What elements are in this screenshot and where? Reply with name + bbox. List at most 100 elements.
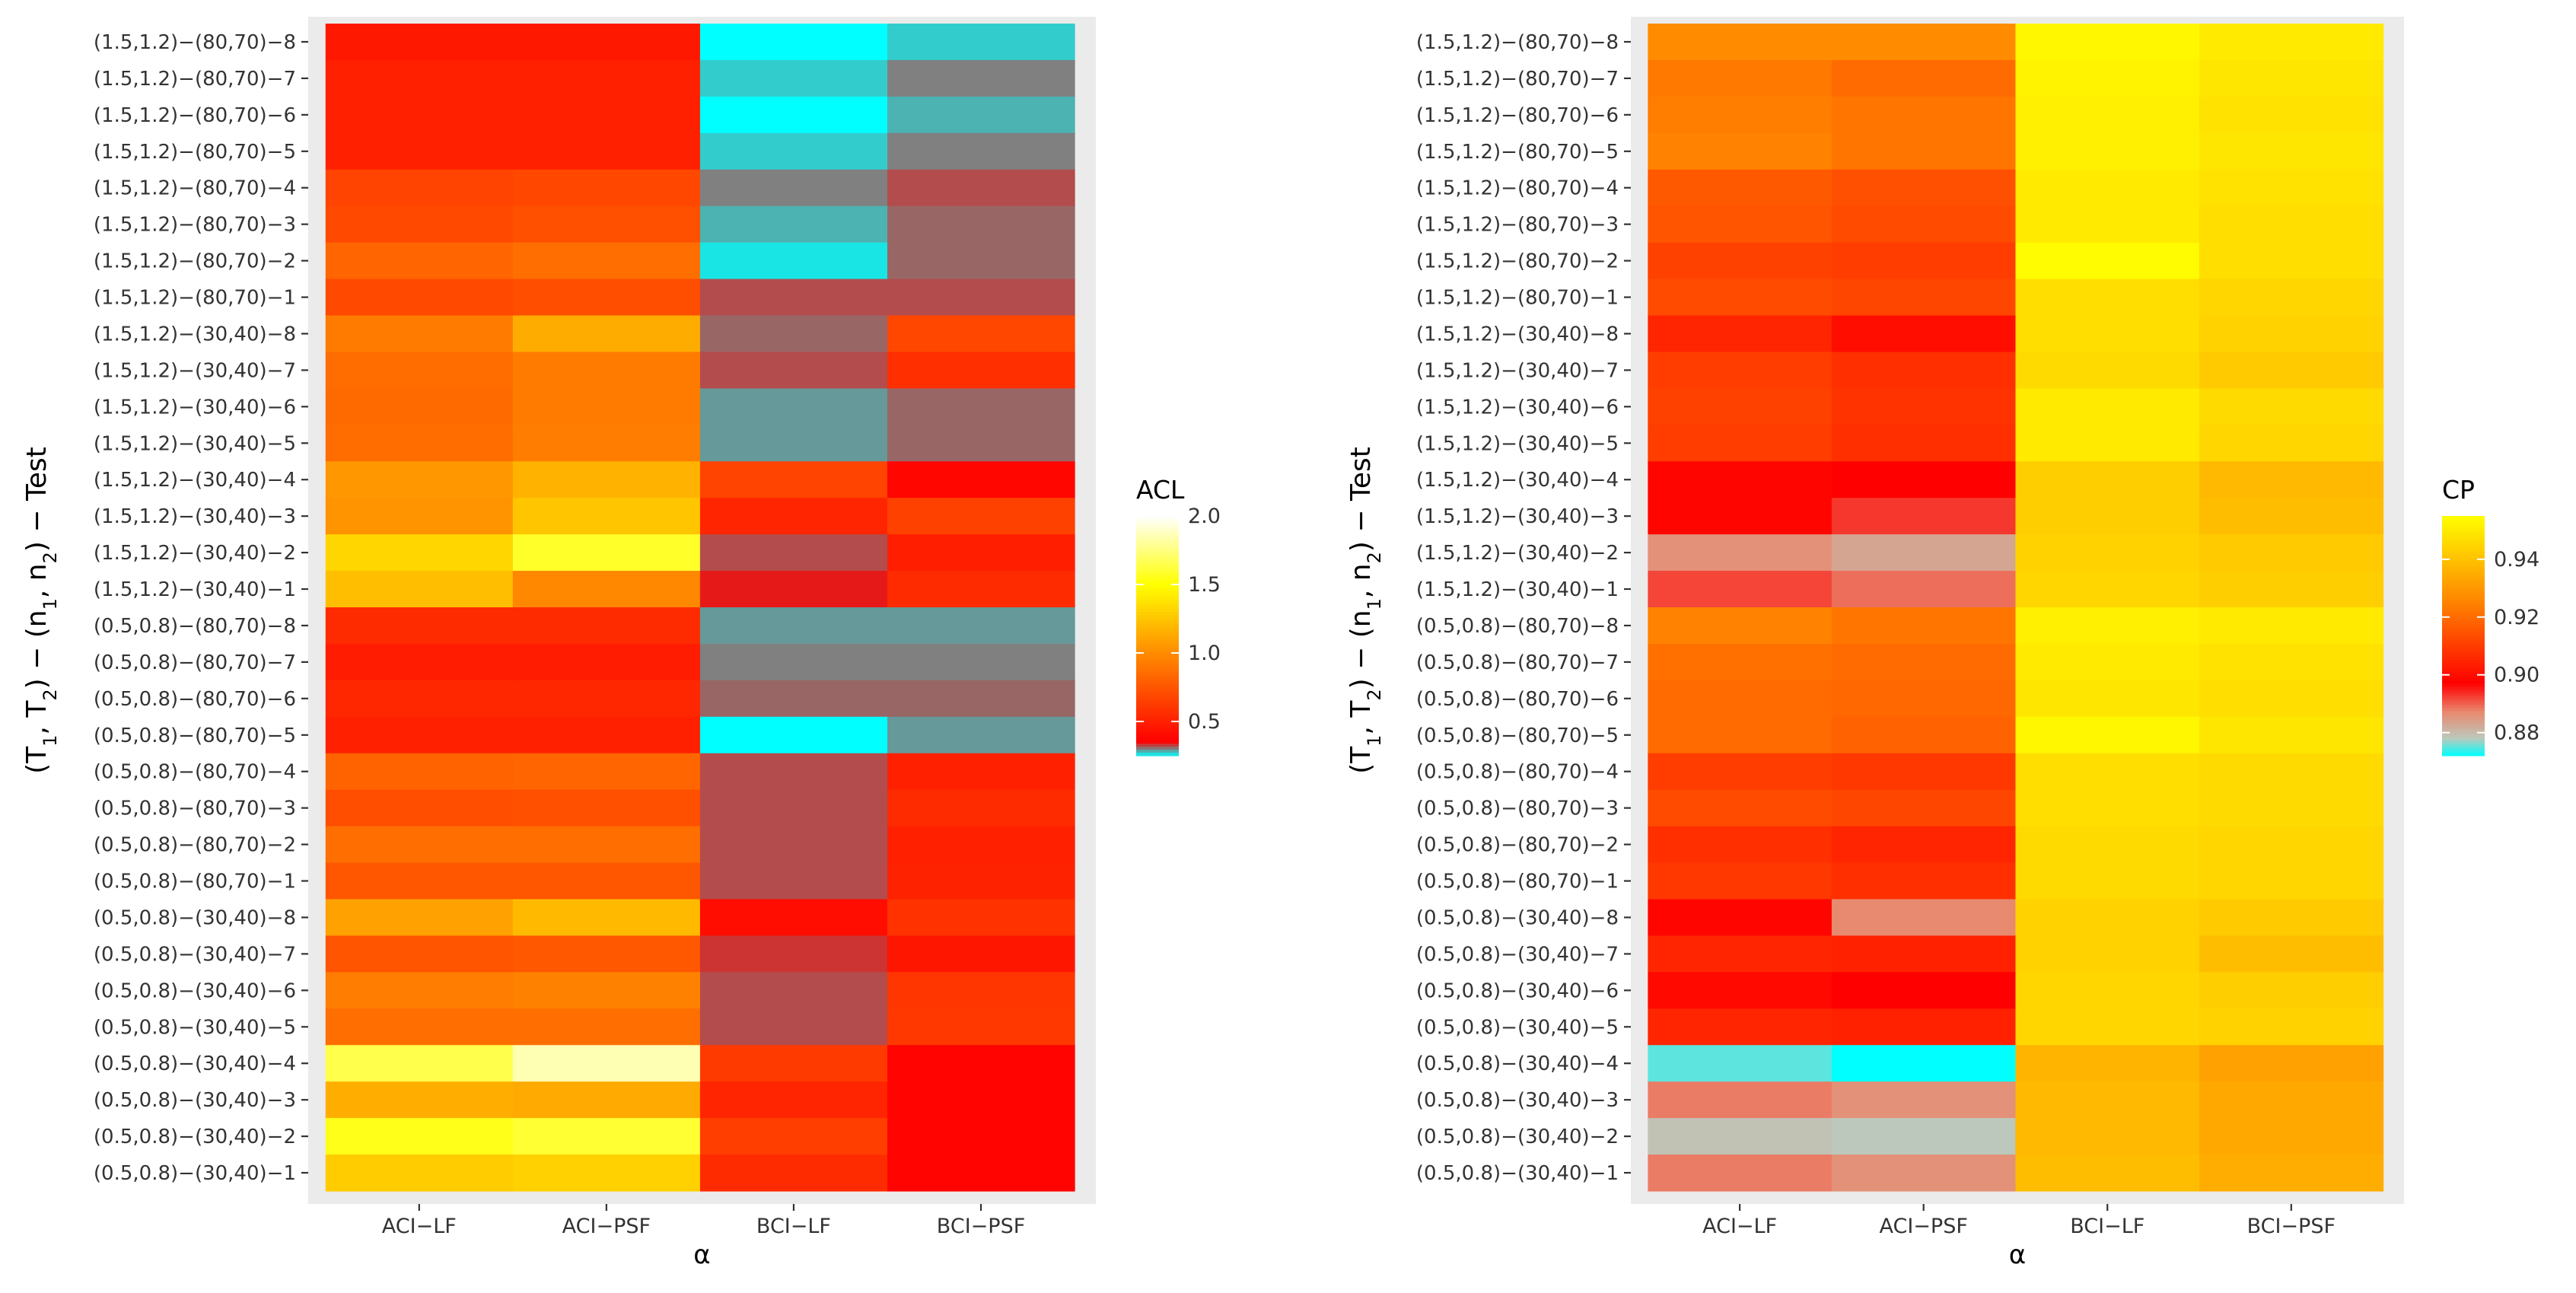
heatmap-tile xyxy=(887,899,1075,937)
legend-gradient-step xyxy=(1136,578,1179,583)
heatmap-tile xyxy=(887,461,1075,498)
heatmap-tile xyxy=(1648,972,1832,1009)
legend-gradient-step xyxy=(1136,686,1179,690)
legend-gradient-step xyxy=(1136,600,1179,604)
y-axis-title-part: 2 xyxy=(40,552,61,563)
heatmap-tile xyxy=(325,643,514,681)
heatmap-tile xyxy=(1831,24,2017,61)
heatmap-tile xyxy=(325,935,514,973)
y-tick-label: (1.5,1.2)−(80,70)−3 xyxy=(94,214,296,237)
y-tick-label: (0.5,0.8)−(80,70)−4 xyxy=(1416,761,1619,784)
legend-gradient-step xyxy=(2442,620,2485,625)
heatmap-tile xyxy=(1831,935,2017,973)
legend-gradient-step xyxy=(2442,693,2485,696)
heatmap-tile xyxy=(2015,716,2200,754)
y-tick-label: (0.5,0.8)−(30,40)−1 xyxy=(94,1162,296,1185)
legend-gradient-step xyxy=(1136,699,1179,702)
legend-gradient-step xyxy=(2442,591,2485,594)
heatmap-tile xyxy=(512,205,701,244)
y-axis-title-part: 2 xyxy=(40,689,61,700)
legend-gradient-step xyxy=(2442,662,2485,667)
heatmap-tile xyxy=(1831,242,2017,280)
y-tick-label: (0.5,0.8)−(30,40)−8 xyxy=(94,906,296,929)
heatmap-tile xyxy=(1831,680,2017,718)
heatmap-tile xyxy=(325,242,514,280)
heatmap-tile xyxy=(1648,862,1832,900)
heatmap-tile xyxy=(1831,96,2017,134)
heatmap-tile xyxy=(325,534,514,572)
legend-gradient-step xyxy=(1136,527,1179,532)
heatmap-tile xyxy=(887,789,1075,827)
heatmap-tile xyxy=(512,534,701,572)
legend-gradient-step xyxy=(2442,753,2485,756)
heatmap-tile xyxy=(2199,753,2384,791)
heatmap-tile xyxy=(2015,242,2200,280)
heatmap-tile xyxy=(2015,1008,2200,1046)
legend-gradient-step xyxy=(1136,635,1179,640)
heatmap-panel-2: (1.5,1.2)−(80,70)−8 (1.5,1.2)−(80,70)−7 (1… xyxy=(1345,17,2539,1270)
heatmap-tile xyxy=(887,425,1075,462)
legend-gradient-step xyxy=(2442,530,2485,535)
legend-gradient-step xyxy=(1136,737,1179,741)
legend-gradient-step xyxy=(2442,713,2485,718)
legend-tick-label: 0.5 xyxy=(1188,710,1221,734)
heatmap-tile xyxy=(2015,789,2200,827)
legend-gradient-step xyxy=(2442,725,2485,730)
legend-gradient-step xyxy=(2442,686,2485,690)
heatmap-tile xyxy=(2199,716,2384,754)
legend-gradient-step xyxy=(1136,584,1179,589)
heatmap-tile xyxy=(1831,826,2017,864)
legend-gradient-step xyxy=(2442,527,2485,532)
heatmap-tile xyxy=(2015,279,2200,317)
heatmap-tile xyxy=(887,24,1075,61)
heatmap-tile xyxy=(2199,96,2384,134)
y-tick-label: (0.5,0.8)−(30,40)−7 xyxy=(94,943,296,966)
heatmap-tile xyxy=(2015,498,2200,535)
heatmap-tile xyxy=(2199,388,2384,425)
y-tick-label: (1.5,1.2)−(80,70)−4 xyxy=(94,177,296,200)
heatmap-tile xyxy=(699,279,888,317)
legend-gradient-step xyxy=(1136,617,1179,622)
x-tick-label: ACI−LF xyxy=(382,1215,457,1238)
legend-gradient-step xyxy=(2442,521,2485,526)
y-axis-title-part: , T xyxy=(1345,700,1377,735)
heatmap-tile xyxy=(887,607,1075,645)
y-tick-label: (1.5,1.2)−(30,40)−2 xyxy=(94,542,296,565)
heatmap-tile xyxy=(325,315,514,353)
heatmap-tile xyxy=(887,205,1075,244)
legend-gradient-step xyxy=(2442,546,2485,549)
y-tick-label: (1.5,1.2)−(80,70)−8 xyxy=(1416,31,1619,54)
heatmap-tile xyxy=(699,534,888,572)
heatmap-tile xyxy=(1648,753,1832,791)
y-tick-label: (1.5,1.2)−(80,70)−3 xyxy=(1416,214,1619,237)
legend-gradient-step xyxy=(1136,645,1179,648)
legend-gradient-step xyxy=(2442,654,2485,658)
heatmap-tile xyxy=(325,571,514,608)
legend-gradient-step xyxy=(2442,668,2485,673)
legend-gradient-step xyxy=(2442,747,2485,750)
legend-gradient-step xyxy=(2442,626,2485,631)
legend-gradient-step xyxy=(1136,657,1179,661)
y-tick-label: (0.5,0.8)−(80,70)−5 xyxy=(94,725,296,747)
legend-gradient-step xyxy=(2442,603,2485,607)
legend-gradient-step xyxy=(2442,623,2485,628)
x-axis-title: α xyxy=(2009,1240,2026,1270)
y-axis-title-part: ) − (n xyxy=(21,610,53,689)
heatmap-tile xyxy=(1831,1045,2017,1082)
legend-gradient-step xyxy=(1136,597,1179,600)
legend-gradient-step xyxy=(1136,566,1179,571)
heatmap-tile xyxy=(699,753,888,791)
heatmap-tile xyxy=(512,1045,701,1082)
heatmap-tile xyxy=(1831,425,2017,462)
heatmap-tile xyxy=(512,388,701,425)
heatmap-tile xyxy=(325,862,514,900)
legend-gradient-step xyxy=(1136,623,1179,628)
y-tick-label: (0.5,0.8)−(80,70)−2 xyxy=(1416,834,1619,857)
heatmap-tile xyxy=(699,315,888,353)
heatmap-tile xyxy=(2015,96,2200,134)
heatmap-tile xyxy=(887,753,1075,791)
heatmap-tile xyxy=(1648,1045,1832,1082)
heatmap-tile xyxy=(2015,607,2200,645)
legend-gradient-step xyxy=(1136,614,1179,619)
legend-title: CP xyxy=(2442,475,2475,505)
